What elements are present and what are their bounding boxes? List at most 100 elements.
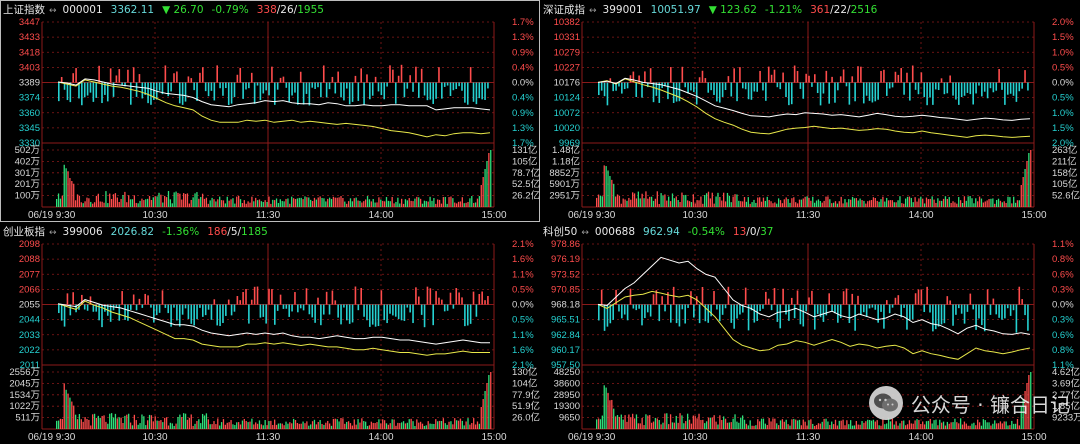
volume-bar <box>452 198 454 207</box>
volume-bar <box>935 419 937 429</box>
breadth-bar <box>343 82 345 101</box>
volume-bar <box>961 202 964 207</box>
volume-bar <box>357 419 359 429</box>
breadth-bar <box>1021 82 1023 89</box>
breadth-bar <box>178 304 181 327</box>
expand-arrows-icon[interactable]: ↔ <box>49 228 57 238</box>
volume-bar <box>916 419 918 429</box>
volume-bar <box>253 424 255 429</box>
volume-bar <box>211 197 213 207</box>
volume-bar <box>795 419 797 429</box>
breadth-bar <box>389 65 391 83</box>
breadth-bar <box>744 82 747 90</box>
volume-bar <box>330 425 333 429</box>
volume-bar <box>704 423 706 429</box>
index-panel-399001[interactable]: 10382 10331 10279 10227 10176 10124 10072 10020… <box>540 0 1080 222</box>
breadth-bar <box>196 82 198 101</box>
volume-bar <box>241 420 244 429</box>
breadth-bar <box>664 304 666 312</box>
volume-bar <box>395 201 397 207</box>
unchanged: 0 <box>749 226 757 238</box>
breadth-bar <box>484 82 486 100</box>
breadth-bar <box>118 69 121 83</box>
panel-header: 深证成指 ↔ 399001 10051.97 ▼ 123.62 -1.21% 361/22/… <box>543 1 877 19</box>
breadth-bar <box>322 304 325 315</box>
expand-arrows-icon[interactable]: ↔ <box>49 6 57 16</box>
volume-bar <box>702 419 704 429</box>
volume-bar <box>882 196 884 207</box>
breadth-bar <box>288 304 290 317</box>
volume-bar <box>656 191 658 207</box>
breadth-bar <box>854 304 856 331</box>
volume-bar <box>222 200 225 207</box>
index-panel-000001[interactable]: 3447 3433 3418 3403 3389 3374 3360 3345 3330 1.7%… <box>0 0 540 222</box>
volume-bar <box>906 424 909 429</box>
volume-bar <box>226 422 228 429</box>
breadth-bar <box>164 65 167 83</box>
volume-bar <box>442 418 445 429</box>
expand-arrows-icon[interactable]: ↔ <box>589 6 597 16</box>
breadth-bar <box>202 67 204 83</box>
pct-tick-label: 0.9% <box>512 108 534 119</box>
volume-bar <box>732 418 734 429</box>
volume-bar <box>626 200 628 207</box>
index-panel-399006[interactable]: 2098 2088 2077 2066 2055 2044 2033 2022 2011 2.1%… <box>0 222 540 444</box>
volume-bar <box>300 197 302 207</box>
volume-bar <box>723 192 725 207</box>
volume-bar <box>650 422 653 429</box>
y-tick-label: 10176 <box>554 78 580 89</box>
volume-bar <box>895 421 897 429</box>
breadth-bar <box>351 304 354 323</box>
unchanged: 5 <box>230 226 238 238</box>
volume-bar <box>802 198 804 207</box>
volume-bar <box>74 200 77 207</box>
index-panel-000688[interactable]: 978.86 976.19 973.52 970.85 968.18 965.51 962.… <box>540 222 1080 444</box>
volume-bar <box>702 203 704 207</box>
breadth-bar <box>626 82 629 89</box>
volume-bar <box>942 421 945 429</box>
breadth-bar <box>842 291 845 305</box>
breadth-bar <box>184 82 187 102</box>
volume-bar <box>831 421 833 429</box>
volume-bar <box>376 422 378 429</box>
volume-bar <box>692 415 694 429</box>
pct-tick-label: 0.9% <box>512 47 534 58</box>
volume-bar <box>414 425 416 429</box>
breadth-bar <box>762 304 764 309</box>
breadth-bar <box>658 304 661 322</box>
breadth-bar <box>193 304 195 326</box>
volume-bar <box>486 161 488 207</box>
pct-tick-label: 0.0% <box>512 300 534 311</box>
volume-bar <box>1007 196 1009 207</box>
breadth-bar <box>75 68 77 83</box>
volume-bar <box>56 420 58 429</box>
pct-tick-label: 0.6% <box>1052 269 1074 280</box>
volume-bar <box>311 421 314 429</box>
volume-bar <box>469 424 471 429</box>
volume-bar <box>382 200 384 207</box>
volume-bar <box>112 194 115 207</box>
breadth-bar <box>262 82 265 94</box>
volume-bar <box>245 203 247 207</box>
breadth-bar <box>644 304 646 319</box>
volume-bar <box>948 197 950 207</box>
volume-bar <box>201 193 204 207</box>
breadth-bar <box>89 296 92 305</box>
avg-price-line <box>57 300 490 356</box>
volume-bar <box>821 202 823 207</box>
breadth-bar <box>713 82 715 95</box>
volume-bar <box>272 199 274 207</box>
breadth-bar <box>943 82 946 95</box>
time-label: 15:00 <box>481 210 506 221</box>
volume-bar <box>1016 200 1019 207</box>
advancers: 361 <box>810 4 831 16</box>
breadth-bar <box>147 295 149 305</box>
volume-bar <box>412 201 414 207</box>
breadth-bar <box>822 304 825 322</box>
price-line <box>57 78 491 111</box>
volume-bar <box>368 199 371 207</box>
expand-arrows-icon[interactable]: ↔ <box>581 228 589 238</box>
breadth-bar <box>288 82 290 103</box>
volume-bar <box>459 201 462 207</box>
volume-bar <box>328 423 331 429</box>
